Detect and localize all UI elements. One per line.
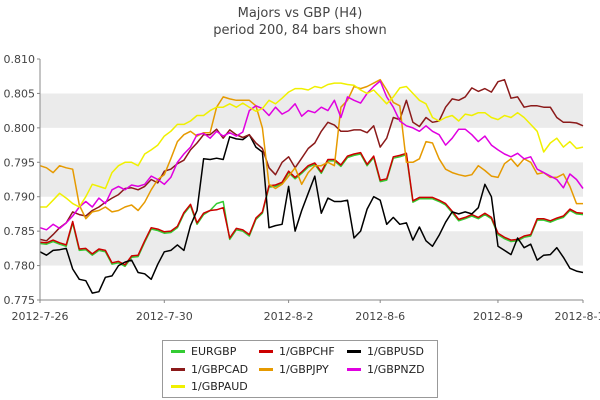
x-tick-label: 2012-8-13 (555, 310, 600, 323)
series-layer (39, 78, 584, 294)
series-line-1-gbpnzd (39, 80, 584, 231)
legend: EURGBP 1/GBPCHF 1/GBPUSD 1/GBPCAD 1/GBPJ… (162, 340, 438, 398)
legend-item-gbpcad: 1/GBPCAD (171, 362, 248, 378)
y-tick-label: 0.795 (4, 156, 36, 169)
legend-label: 1/GBPAUD (191, 380, 248, 393)
legend-label: 1/GBPJPY (279, 363, 329, 376)
legend-item-gbpnzd: 1/GBPNZD (347, 362, 425, 378)
legend-swatch (347, 367, 361, 371)
x-tick-label: 2012-7-26 (12, 310, 69, 323)
x-axis-ticks: 2012-7-26 2012-7-30 2012-8-2 2012-8-6 2012-8… (12, 300, 600, 323)
series-line-1-gbpjpy (39, 78, 583, 220)
grid-band (40, 162, 583, 197)
legend-label: 1/GBPUSD (367, 345, 424, 358)
series-line-1-gbpaud (40, 82, 584, 208)
y-tick-label: 0.785 (4, 225, 36, 238)
y-tick-label: 0.805 (4, 87, 36, 100)
legend-item-gbpchf: 1/GBPCHF (259, 344, 335, 360)
legend-swatch (259, 367, 273, 371)
legend-swatch (171, 384, 185, 388)
legend-item-gbpusd: 1/GBPUSD (347, 344, 424, 360)
x-tick-label: 2012-7-30 (136, 310, 193, 323)
legend-swatch (171, 349, 185, 353)
legend-item-gbpjpy: 1/GBPJPY (259, 362, 329, 378)
y-tick-label: 0.780 (4, 260, 36, 273)
chart-title: Majors vs GBP (H4) (238, 6, 363, 21)
grid-band (40, 265, 583, 300)
legend-item-eurgbp: EURGBP (171, 344, 236, 360)
series-line-1-gbpusd (39, 133, 584, 294)
y-tick-label: 0.790 (4, 191, 36, 204)
y-axis-ticks: 0.775 0.780 0.785 0.790 0.795 0.800 0.805 0.810 (4, 53, 40, 307)
legend-label: 1/GBPCAD (191, 363, 249, 376)
legend-label: 1/GBPCHF (279, 345, 335, 358)
legend-item-gbpaud: 1/GBPAUD (171, 379, 248, 395)
chart-subtitle: period 200, 84 bars shown (213, 23, 387, 38)
legend-label: EURGBP (191, 345, 237, 358)
axes (39, 59, 583, 301)
grid-bands (40, 59, 583, 300)
x-tick-label: 2012-8-9 (473, 310, 523, 323)
x-tick-label: 2012-8-2 (264, 310, 314, 323)
series-line-1-gbpcad (39, 78, 584, 242)
legend-swatch (347, 349, 361, 353)
grid-band (40, 196, 583, 232)
series-line-1-gbpchf (39, 151, 584, 266)
legend-label: 1/GBPNZD (367, 363, 425, 376)
grid-band (40, 93, 583, 128)
x-tick-label: 2012-8-6 (355, 310, 405, 323)
y-tick-label: 0.800 (4, 122, 36, 135)
legend-swatch (171, 367, 185, 371)
legend-swatch (259, 349, 273, 353)
y-tick-label: 0.775 (4, 294, 36, 307)
y-tick-label: 0.810 (4, 53, 36, 66)
